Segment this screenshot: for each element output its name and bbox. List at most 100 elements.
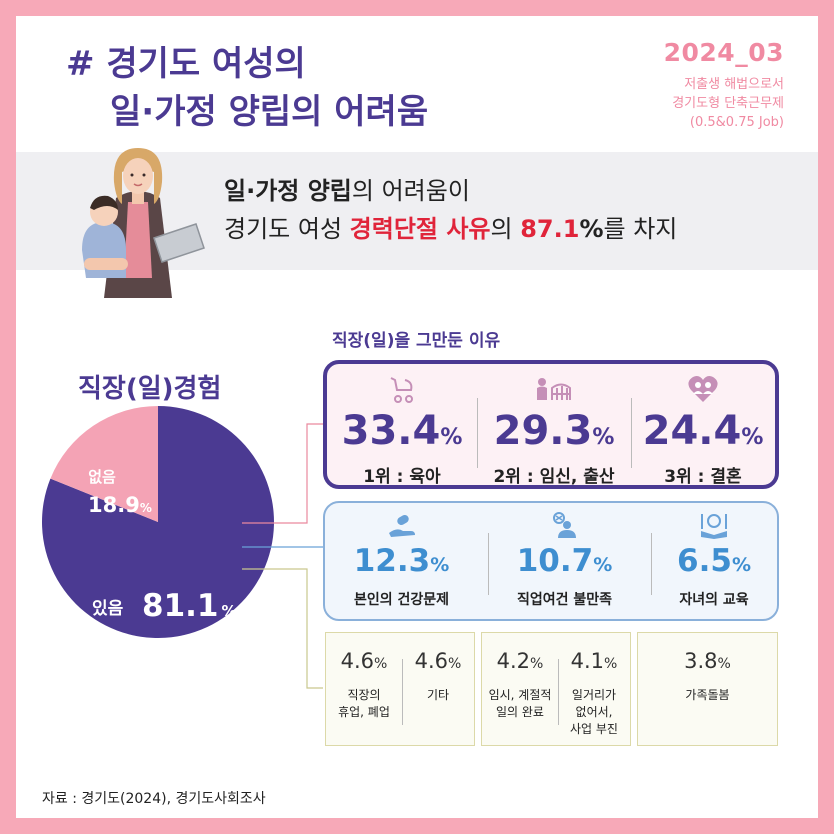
reason-number: 4.1 — [570, 649, 605, 673]
reason-job-conditions: 10.7% 직업여건 불만족 — [488, 503, 641, 619]
divider — [651, 533, 652, 595]
reason-label: 자녀의 교육 — [679, 592, 749, 608]
reason-childcare: 33.4% 1위 : 육아 — [327, 364, 477, 487]
reason-label: 1위 : 육아 — [363, 467, 441, 487]
couple-heart-icon — [688, 376, 718, 402]
reason-label: 본인의 건강문제 — [353, 592, 450, 608]
summary-percent-sign: % — [579, 215, 604, 243]
experience-pie-chart: 없음 18.9% 있음 81.1% — [42, 406, 274, 638]
pie-value-yes-number: 81.1 — [142, 588, 219, 624]
reasons-title: 직장(일)을 그만둔 이유 — [332, 331, 501, 351]
low-reasons-box-3: 3.8% 가족돌봄 — [637, 632, 778, 746]
reason-number: 10.7 — [516, 543, 594, 579]
top-reasons-box: 33.4% 1위 : 육아 29.3% 2위 : 임신, 출산 24.4% 3위… — [323, 360, 779, 489]
reason-value: 24.4% — [631, 408, 775, 454]
mid-reasons-box: 12.3% 본인의 건강문제 10.7% 직업여건 불만족 6.5% 자녀의 교… — [323, 501, 779, 621]
pie-label-yes: 있음 — [92, 599, 124, 619]
reason-value: 29.3% — [477, 408, 631, 454]
source-note: 자료 : 경기도(2024), 경기도사회조사 — [42, 791, 266, 807]
crib-icon — [537, 378, 571, 400]
reason-number: 4.2 — [496, 649, 531, 673]
stroller-icon — [390, 377, 413, 403]
health-icon — [388, 515, 415, 537]
reason-number: 4.6 — [414, 649, 449, 673]
summary-percent: 87.1 — [520, 215, 580, 243]
summary-pre: 경기도 여성 — [224, 215, 350, 243]
reason-unit: % — [741, 425, 764, 450]
book-lightbulb-icon — [701, 514, 727, 539]
reason-value: 6.5% — [651, 543, 777, 579]
reason-value: 4.1% — [558, 649, 630, 673]
low-reasons-box-2: 4.2% 임시, 계절적 일의 완료 4.1% 일거리가 없어서, 사업 부진 — [481, 632, 631, 746]
reason-unit: % — [731, 554, 751, 576]
reason-unit: % — [593, 554, 613, 576]
pie-value-yes-unit: % — [222, 602, 237, 620]
title-line2: 일·가정 양립의 어려움 — [110, 92, 429, 132]
reason-value: 3.8% — [638, 649, 777, 673]
reason-closure: 4.6% 직장의 휴업, 폐업 — [326, 633, 402, 745]
summary-post: 를 차지 — [603, 215, 678, 243]
reason-health: 12.3% 본인의 건강문제 — [325, 503, 478, 619]
infographic-card: # 경기도 여성의 일·가정 양립의 어려움 2024_03 저출생 해법으로서… — [16, 16, 818, 818]
issue-sub3: (0.5&0.75 Job) — [689, 115, 784, 130]
reason-unit: % — [440, 425, 463, 450]
working-mother-illustration-icon — [82, 148, 205, 298]
reason-temporary-work: 4.2% 임시, 계절적 일의 완료 — [482, 633, 558, 745]
low-reasons-box-1: 4.6% 직장의 휴업, 폐업 4.6% 기타 — [325, 632, 475, 746]
issue-subtitle: 저출생 해법으로서 경기도형 단축근무제 (0.5&0.75 Job) — [664, 75, 784, 132]
reason-label: 2위 : 임신, 출산 — [493, 467, 615, 487]
pie-slice-no-experience — [50, 406, 158, 522]
reason-value: 33.4% — [327, 408, 477, 454]
page-title: # 경기도 여성의 일·가정 양립의 어려움 — [66, 40, 428, 136]
issue-info: 2024_03 저출생 해법으로서 경기도형 단축근무제 (0.5&0.75 J… — [664, 38, 784, 132]
reason-number: 3.8 — [684, 649, 718, 673]
reason-unit: % — [374, 656, 388, 672]
reason-label: 일거리가 없어서, 사업 부진 — [570, 688, 618, 736]
reason-value: 10.7% — [488, 543, 641, 579]
reason-label: 임시, 계절적 일의 완료 — [488, 688, 552, 719]
reason-pregnancy: 29.3% 2위 : 임신, 출산 — [477, 364, 631, 487]
reason-unit: % — [530, 656, 544, 672]
pie-label-no: 없음 — [88, 468, 116, 486]
reason-label: 직장의 휴업, 폐업 — [338, 688, 390, 719]
divider — [477, 398, 478, 468]
title-line1: # 경기도 여성의 — [66, 44, 306, 84]
reason-unit: % — [717, 656, 731, 672]
reason-number: 24.4 — [642, 408, 742, 454]
reason-family-care: 3.8% 가족돌봄 — [638, 633, 777, 745]
reason-value: 4.6% — [402, 649, 474, 673]
reason-marriage: 24.4% 3위 : 결혼 — [631, 364, 775, 487]
reason-number: 12.3 — [353, 543, 431, 579]
divider — [402, 659, 403, 725]
pie-title: 직장(일)경험 — [78, 374, 222, 404]
reason-value: 12.3% — [325, 543, 478, 579]
reason-unit: % — [448, 656, 462, 672]
summary-rest: 의 어려움이 — [351, 177, 470, 205]
divider — [488, 533, 489, 595]
reason-value: 4.2% — [482, 649, 558, 673]
summary-highlight: 경력단절 사유 — [349, 215, 491, 243]
reason-unit: % — [604, 656, 618, 672]
pie-value-no-number: 18.9 — [88, 493, 140, 517]
reason-number: 29.3 — [493, 408, 593, 454]
reason-number: 33.4 — [341, 408, 441, 454]
issue-number: 2024_03 — [663, 38, 784, 67]
reason-unit: % — [430, 554, 450, 576]
pie-value-no-unit: % — [140, 501, 152, 515]
issue-sub1: 저출생 해법으로서 — [684, 77, 784, 92]
reason-number: 6.5 — [677, 543, 732, 579]
reason-label: 가족돌봄 — [685, 688, 730, 702]
reason-number: 4.6 — [340, 649, 375, 673]
pie-value-yes: 81.1% — [142, 588, 237, 624]
reason-other: 4.6% 기타 — [402, 633, 474, 745]
divider — [558, 659, 559, 725]
summary-text: 일·가정 양립의 어려움이 경기도 여성 경력단절 사유의 87.1%를 차지 — [224, 172, 677, 248]
reason-unit: % — [592, 425, 615, 450]
reason-child-education: 6.5% 자녀의 교육 — [651, 503, 777, 619]
pie-value-no: 18.9% — [88, 493, 152, 517]
reason-no-work: 4.1% 일거리가 없어서, 사업 부진 — [558, 633, 630, 745]
divider — [631, 398, 632, 468]
dissatisfied-worker-icon — [552, 512, 576, 538]
reason-value: 4.6% — [326, 649, 402, 673]
reason-label: 3위 : 결혼 — [664, 467, 742, 487]
